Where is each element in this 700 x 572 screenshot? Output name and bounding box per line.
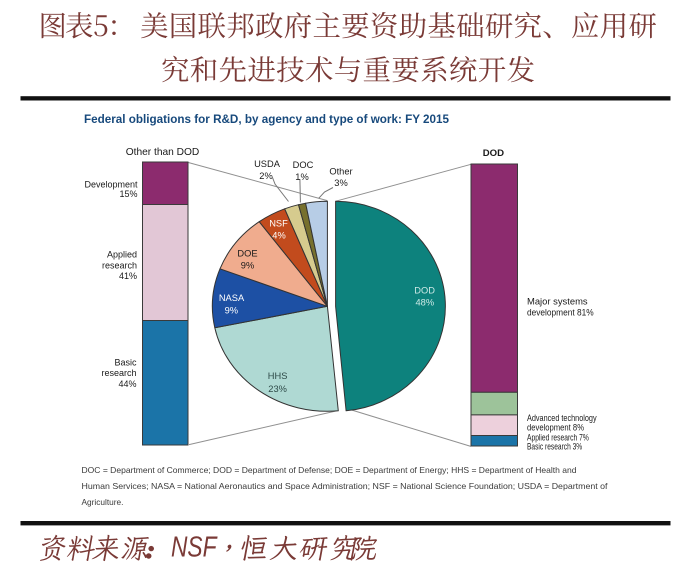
svg-text:Other: Other [329, 167, 352, 177]
svg-text:3%: 3% [334, 178, 347, 188]
svg-text:research: research [101, 368, 136, 378]
svg-text:DOE: DOE [237, 249, 257, 259]
svg-text:development 81%: development 81% [527, 308, 594, 318]
svg-text:DOD: DOD [414, 285, 435, 295]
svg-text:41%: 41% [119, 271, 137, 281]
svg-text:research: research [102, 260, 137, 270]
svg-text:44%: 44% [118, 379, 136, 389]
svg-text:Development: Development [84, 179, 138, 189]
svg-text:HHS: HHS [268, 371, 288, 381]
svg-text:DOC: DOC [293, 160, 314, 170]
svg-text:development 8%: development 8% [527, 422, 584, 432]
svg-text:DOC = Department of Commerce;: DOC = Department of Commerce; DOD = Depa… [82, 465, 577, 475]
svg-text:DOD: DOD [483, 148, 504, 159]
svg-text:Applied: Applied [107, 250, 137, 260]
svg-text:9%: 9% [241, 260, 254, 270]
svg-text:Federal obligations for R&D, b: Federal obligations for R&D, by agency a… [84, 112, 449, 126]
svg-text:48%: 48% [415, 297, 434, 307]
svg-text:Other than DOD: Other than DOD [126, 147, 200, 158]
svg-text:23%: 23% [268, 384, 287, 394]
svg-text:1%: 1% [295, 172, 308, 182]
svg-text:Major systems: Major systems [527, 296, 588, 306]
svg-text:15%: 15% [119, 189, 137, 199]
svg-text:2%: 2% [259, 171, 272, 181]
svg-text:NASA: NASA [219, 293, 245, 303]
svg-text:Human Services; NASA = Nationa: Human Services; NASA = National Aeronaut… [82, 481, 609, 491]
svg-text:USDA: USDA [254, 159, 281, 169]
svg-text:Agriculture.: Agriculture. [82, 497, 124, 507]
svg-text:4%: 4% [272, 231, 285, 241]
svg-text:Basic research 3%: Basic research 3% [527, 441, 582, 451]
svg-text:Advanced technology: Advanced technology [527, 413, 597, 423]
svg-text:9%: 9% [225, 306, 238, 316]
svg-text:Applied research 7%: Applied research 7% [527, 433, 589, 443]
svg-text:Basic: Basic [114, 357, 137, 367]
svg-text:NSF: NSF [171, 532, 218, 564]
svg-text:NSF: NSF [269, 219, 288, 229]
